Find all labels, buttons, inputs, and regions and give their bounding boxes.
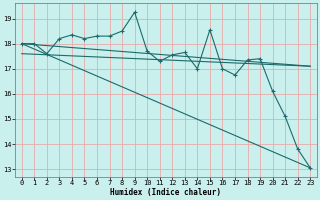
X-axis label: Humidex (Indice chaleur): Humidex (Indice chaleur) <box>110 188 221 197</box>
